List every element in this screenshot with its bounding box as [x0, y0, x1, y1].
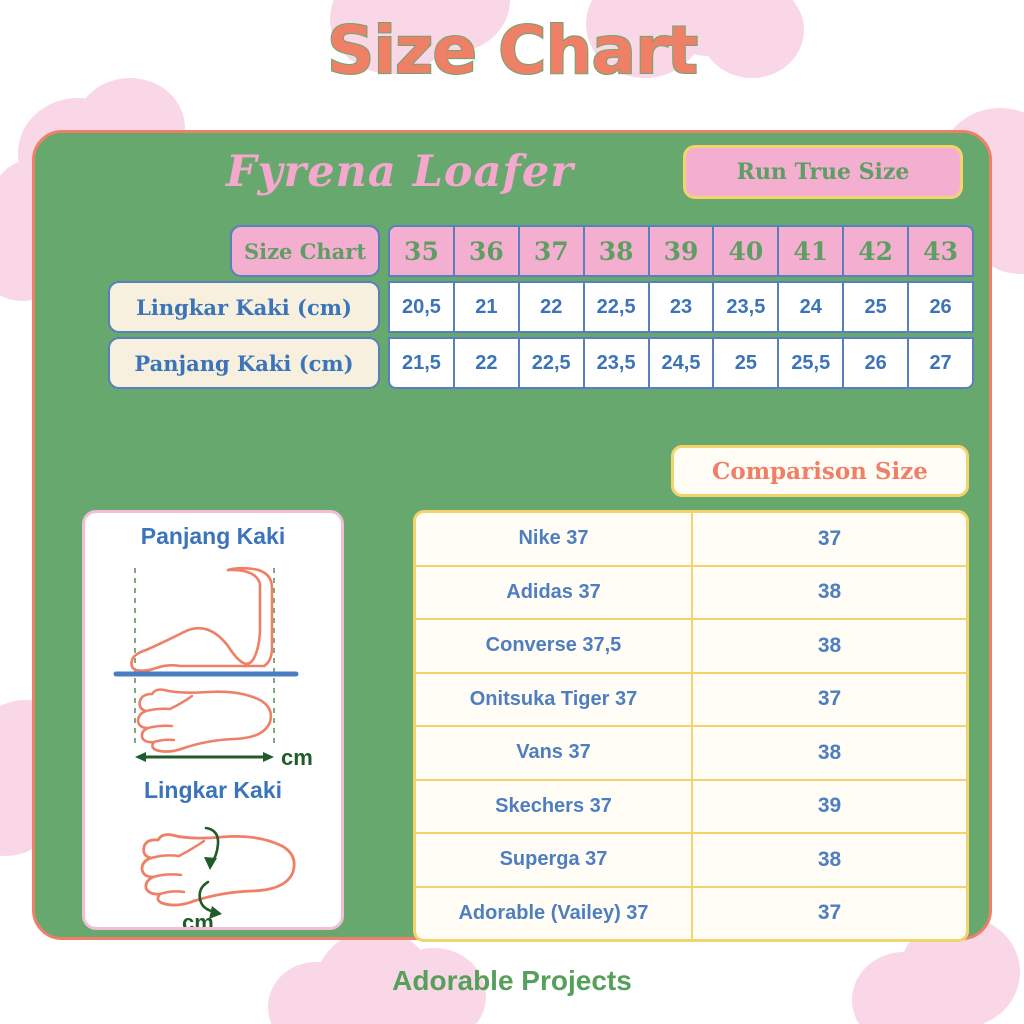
- diagram-title-panjang-kaki: Panjang Kaki: [140, 523, 286, 549]
- size-header-cell-3: 38: [582, 225, 650, 277]
- comparison-size-2: 38: [817, 633, 842, 657]
- panjang-value-cell-3: 23,5: [582, 337, 650, 389]
- comparison-row: Vans 37 38: [416, 725, 966, 779]
- brand-footer: Adorable Projects: [392, 965, 632, 996]
- size-header-cell-7: 42: [842, 225, 910, 277]
- comparison-size-5: 39: [817, 794, 842, 818]
- comparison-brand-7: Adorable (Vailey) 37: [416, 887, 693, 939]
- lingkar-value-cell-7: 25: [842, 281, 910, 333]
- comparison-size-6: 38: [817, 847, 842, 871]
- lingkar-value-cell-1: 21: [452, 281, 520, 333]
- comparison-row: Converse 37,5 38: [416, 618, 966, 672]
- size-table-header-label: Size Chart: [230, 225, 380, 277]
- lingkar-value-cell-0: 20,5: [388, 281, 455, 333]
- lingkar-value-cell-8: 26: [907, 281, 975, 333]
- girth-unit-label: cm: [182, 910, 214, 930]
- comparison-row: Adidas 37 38: [416, 564, 966, 618]
- panjang-value-cell-5: 25: [712, 337, 780, 389]
- comparison-size-label: Comparison Size: [712, 457, 928, 485]
- product-name: Fyrena Loafer: [226, 147, 574, 197]
- comparison-brand-5: Skechers 37: [416, 780, 693, 832]
- panjang-value-cell-4: 24,5: [647, 337, 715, 389]
- size-header-cell-2: 37: [517, 225, 585, 277]
- comparison-brand-6: Superga 37: [416, 834, 693, 886]
- size-header-cell-0: 35: [388, 225, 455, 277]
- length-unit-label: cm: [281, 745, 313, 765]
- lingkar-value-cell-3: 22,5: [582, 281, 650, 333]
- comparison-size-1: 38: [817, 580, 842, 604]
- panjang-value-cell-2: 22,5: [517, 337, 585, 389]
- lingkar-value-cell-2: 22: [517, 281, 585, 333]
- comparison-brand-0: Nike 37: [416, 513, 693, 565]
- cloud-decoration-top-right-c: [700, 0, 804, 78]
- size-table: Size Chart 35 36 37 38 39 40 41 42 43 Lingkar Ka…: [108, 225, 975, 389]
- size-header-cell-1: 36: [452, 225, 520, 277]
- row-label-panjang-kaki: Panjang Kaki (cm): [108, 337, 380, 389]
- lingkar-value-cell-5: 23,5: [712, 281, 780, 333]
- panjang-value-cell-1: 22: [452, 337, 520, 389]
- panjang-value-cell-6: 25,5: [777, 337, 845, 389]
- comparison-size-0: 37: [817, 526, 842, 550]
- comparison-row: Skechers 37 39: [416, 778, 966, 832]
- size-header-cell-8: 43: [907, 225, 975, 277]
- diagram-title-lingkar-kaki: Lingkar Kaki: [143, 777, 283, 803]
- size-table-row-panjang: Panjang Kaki (cm) 21,5 22 22,5 23,5 24,5 25 25…: [108, 337, 975, 389]
- panjang-value-cell-8: 27: [907, 337, 975, 389]
- run-true-size-badge: Run True Size: [683, 145, 963, 199]
- comparison-brand-2: Converse 37,5: [416, 620, 693, 672]
- comparison-size-badge: Comparison Size: [671, 445, 969, 497]
- measurement-diagram-panel: Panjang Kaki cm: [82, 510, 344, 930]
- size-table-row-lingkar-cells: 20,5 21 22 22,5 23 23,5 24 25 26: [388, 281, 975, 333]
- size-table-header-cells: 35 36 37 38 39 40 41 42 43: [388, 225, 975, 277]
- comparison-brand-3: Onitsuka Tiger 37: [416, 673, 693, 725]
- lingkar-value-cell-4: 23: [647, 281, 715, 333]
- comparison-row: Onitsuka Tiger 37 37: [416, 671, 966, 725]
- comparison-row: Nike 37 37: [416, 513, 966, 565]
- cloud-decoration-bottom-center-b: [382, 948, 486, 1024]
- comparison-table: Nike 37 37 Adidas 37 38 Converse 37,5 38 Onits…: [413, 510, 969, 942]
- comparison-brand-4: Vans 37: [416, 727, 693, 779]
- comparison-brand-1: Adidas 37: [416, 566, 693, 618]
- run-true-size-label: Run True Size: [736, 159, 910, 185]
- foot-length-diagram: cm: [113, 566, 313, 765]
- size-header-cell-5: 40: [712, 225, 780, 277]
- comparison-size-3: 37: [817, 687, 842, 711]
- size-table-header-row: Size Chart 35 36 37 38 39 40 41 42 43: [108, 225, 975, 277]
- panjang-value-cell-0: 21,5: [388, 337, 455, 389]
- comparison-size-4: 38: [817, 740, 842, 764]
- foot-girth-diagram: cm: [140, 826, 296, 930]
- lingkar-value-cell-6: 24: [777, 281, 845, 333]
- size-header-cell-4: 39: [647, 225, 715, 277]
- cloud-decoration-bottom-right-b: [852, 952, 956, 1024]
- comparison-row: Adorable (Vailey) 37 37: [416, 885, 966, 939]
- row-label-lingkar-kaki: Lingkar Kaki (cm): [108, 281, 380, 333]
- comparison-size-7: 37: [817, 901, 842, 925]
- page-title: Size Chart: [326, 11, 699, 90]
- size-table-row-lingkar: Lingkar Kaki (cm) 20,5 21 22 22,5 23 23,5 24 25…: [108, 281, 975, 333]
- panjang-value-cell-7: 26: [842, 337, 910, 389]
- size-header-cell-6: 41: [777, 225, 845, 277]
- size-chart-card: Fyrena Loafer Run True Size Size Chart 3…: [32, 130, 992, 942]
- comparison-row: Superga 37 38: [416, 832, 966, 886]
- size-table-row-panjang-cells: 21,5 22 22,5 23,5 24,5 25 25,5 26 27: [388, 337, 975, 389]
